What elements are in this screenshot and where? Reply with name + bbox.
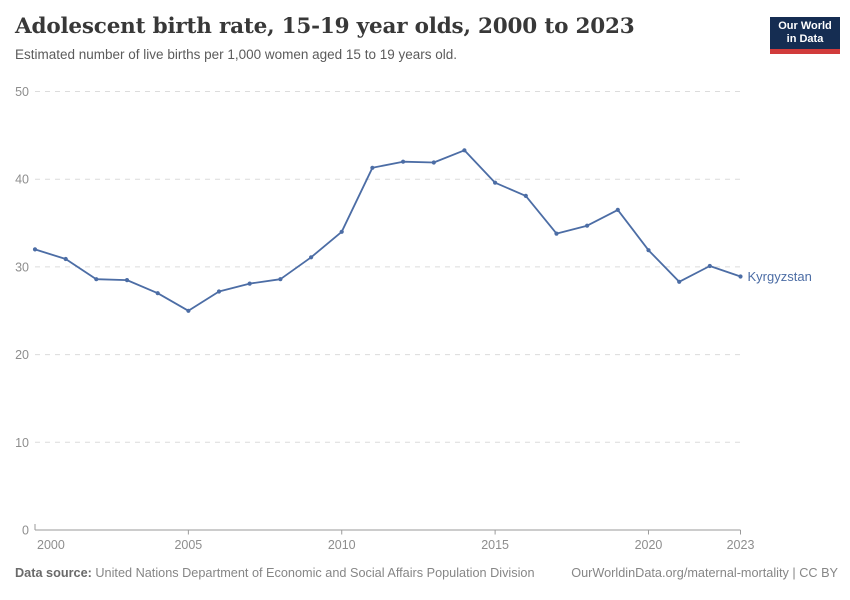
data-point-2004[interactable] — [155, 291, 160, 296]
chart-header: Adolescent birth rate, 15-19 year olds, … — [15, 14, 755, 62]
y-tick-label: 0 — [22, 524, 29, 538]
data-point-2006[interactable] — [216, 289, 222, 294]
y-tick-label: 50 — [15, 85, 29, 99]
x-tick-label: 2010 — [328, 538, 356, 552]
data-point-2016[interactable] — [523, 193, 528, 198]
axis-labels: 0 10 20 30 40 50 2000 2005 2010 2015 2020 2023 — [15, 85, 754, 552]
data-point-2021[interactable] — [677, 279, 682, 284]
owid-logo[interactable]: Our World in Data — [770, 17, 840, 54]
y-tick-label: 40 — [15, 173, 29, 187]
series-kyrgyzstan[interactable]: Kyrgyzstan — [32, 148, 812, 313]
data-point-2019[interactable] — [615, 207, 620, 212]
x-tick-label: 2005 — [174, 538, 202, 552]
owid-link[interactable]: OurWorldinData.org/maternal-mortality | … — [571, 566, 838, 580]
data-point-2010[interactable] — [339, 229, 344, 234]
data-point-2003[interactable] — [124, 278, 130, 283]
x-tick-label: 2000 — [37, 538, 65, 552]
x-axis — [34, 524, 741, 535]
chart-subtitle: Estimated number of live births per 1,00… — [15, 47, 457, 62]
series-line[interactable] — [34, 149, 742, 312]
data-source-label: Data source: — [15, 566, 92, 580]
data-point-2009[interactable] — [309, 255, 314, 260]
data-point-2011[interactable] — [370, 165, 375, 170]
data-point-2020[interactable] — [646, 248, 651, 253]
y-tick-label: 10 — [15, 436, 29, 450]
data-point-2014[interactable] — [462, 148, 467, 153]
logo-text-line2: in Data — [786, 33, 824, 45]
x-tick-label: 2020 — [635, 538, 663, 552]
y-gridlines — [35, 91, 741, 443]
data-point-2001[interactable] — [63, 256, 68, 262]
data-point-2002[interactable] — [94, 277, 99, 282]
series-label: Kyrgyzstan — [748, 269, 812, 284]
data-point-2017[interactable] — [554, 231, 559, 236]
data-point-2008[interactable] — [278, 277, 283, 282]
logo-text-line1: Our World — [778, 20, 832, 32]
data-point-2007[interactable] — [247, 281, 252, 286]
data-point-2018[interactable] — [585, 223, 590, 228]
data-point-2005[interactable] — [186, 308, 191, 313]
chart-footer: Data source: United Nations Department o… — [15, 566, 838, 580]
data-source: Data source: United Nations Department o… — [15, 566, 535, 580]
data-point-2015[interactable] — [493, 180, 498, 185]
y-tick-label: 20 — [15, 348, 29, 362]
data-point-2000[interactable] — [32, 247, 38, 252]
data-point-2012[interactable] — [401, 159, 406, 164]
data-source-text: United Nations Department of Economic an… — [95, 566, 535, 580]
x-tick-label: 2015 — [481, 538, 509, 552]
y-tick-label: 30 — [15, 260, 29, 274]
data-point-2022[interactable] — [707, 263, 712, 269]
data-point-2013[interactable] — [431, 160, 436, 165]
x-tick-label: 2023 — [727, 538, 755, 552]
chart-title: Adolescent birth rate, 15-19 year olds, … — [15, 14, 635, 39]
data-point-2023[interactable] — [738, 274, 743, 279]
